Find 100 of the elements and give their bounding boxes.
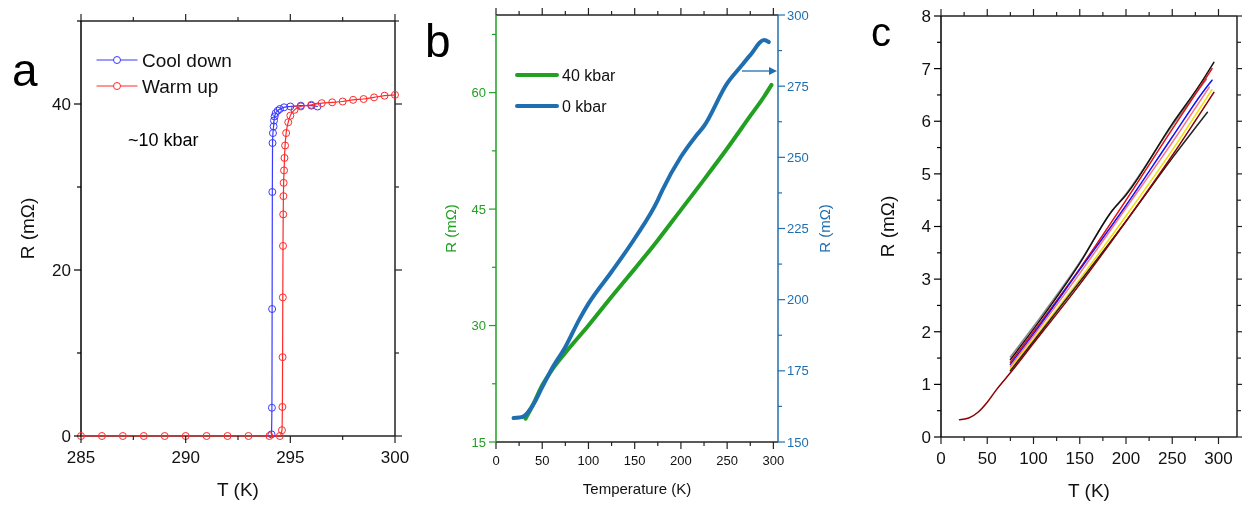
x-tick-label: 200 [670,453,692,468]
y-tick-label: 60 [471,85,486,101]
line-series [511,38,771,421]
x-tick-label: 50 [977,449,997,468]
y-tick-label: 7 [921,59,931,79]
point [286,111,295,120]
point [313,102,322,111]
point [338,97,347,106]
x-tick-label: 0 [936,449,946,468]
point [277,426,286,435]
point [278,353,287,362]
point [284,118,293,127]
y2-tick-label: 275 [787,78,809,94]
point [181,432,190,440]
point [280,166,289,175]
x-tick-label: 0 [492,453,500,468]
point [271,109,280,118]
y-axis-title: R (mΩ) [877,195,898,258]
y2-tick-label: 300 [787,7,809,23]
point [118,432,127,440]
x-tick-label: 290 [171,448,200,467]
text: b [425,15,451,67]
x-tick-label: 150 [1065,449,1094,468]
y-tick-label: 45 [471,201,486,217]
point [290,105,299,114]
point [275,432,284,440]
point [391,90,399,99]
point [244,432,253,440]
y-tick-label: 40 [52,94,71,114]
y-tick-label: 8 [921,6,931,26]
y-tick-label: 15 [471,434,486,450]
point [223,432,232,440]
y-axis-title: R (mΩ) [442,204,459,253]
text: a [12,44,38,96]
x-tick-label: 300 [762,453,785,468]
point [202,432,211,440]
y-tick-label: 30 [471,318,486,334]
legend-label: Cool down [142,49,232,71]
x-tick-label: 250 [1158,449,1187,468]
point [270,116,279,125]
x-tick-label: 150 [623,453,646,468]
point [279,192,288,201]
point [281,141,290,150]
point [359,95,368,104]
x-axis-title: T (K) [217,479,259,500]
x-tick-label: 50 [535,453,550,468]
x-tick-label: 100 [1019,449,1048,468]
x-tick-label: 300 [1204,449,1233,468]
y2-tick-label: 150 [787,434,809,450]
point [268,129,277,138]
x-tick-label: 100 [577,453,600,468]
y-tick-label: 20 [52,260,71,280]
point [280,153,289,162]
y-tick-label: 2 [921,322,931,342]
y-tick-label: 4 [921,217,931,237]
x-axis-title: T (K) [1068,480,1110,501]
point [349,95,358,104]
legend-label: Warm up [142,75,219,97]
point [279,178,288,187]
point [270,112,279,121]
point [278,293,287,302]
annotation: ~10 kbar [128,130,199,150]
y2-tick-label: 175 [787,363,809,379]
point [380,91,389,100]
point [317,99,326,108]
point [97,432,106,440]
point [282,129,291,138]
y-tick-label: 1 [921,375,931,395]
point [268,187,277,196]
point [328,98,337,107]
y2-axis-title: R (mΩ) [816,204,833,253]
y-tick-label: 0 [921,427,931,447]
point [286,102,295,111]
legend-label: 40 kbar [562,66,617,84]
point [279,210,288,219]
y2-tick-label: 200 [787,292,809,308]
legend-label: 0 kbar [562,97,608,115]
y-axis-title: R (mΩ) [17,197,38,260]
point [160,432,169,440]
y2-tick-label: 225 [787,221,809,237]
x-tick-label: 200 [1111,449,1141,468]
point [268,305,277,314]
y-tick-label: 5 [921,164,931,184]
y2-tick-label: 250 [787,149,809,165]
point [279,241,288,250]
x-tick-label: 300 [380,448,410,467]
x-tick-label: 285 [66,448,96,467]
point [278,402,287,411]
point [268,139,277,148]
point [267,403,276,412]
point [370,93,379,102]
x-tick-label: 250 [716,453,738,468]
line-series [958,91,1215,421]
x-axis-title: Temperature (K) [582,480,692,497]
point [269,122,278,131]
text: c [871,10,891,54]
y-tick-label: 6 [921,112,931,132]
point [139,432,148,440]
y-tick-label: 0 [61,426,71,446]
point [280,103,289,112]
